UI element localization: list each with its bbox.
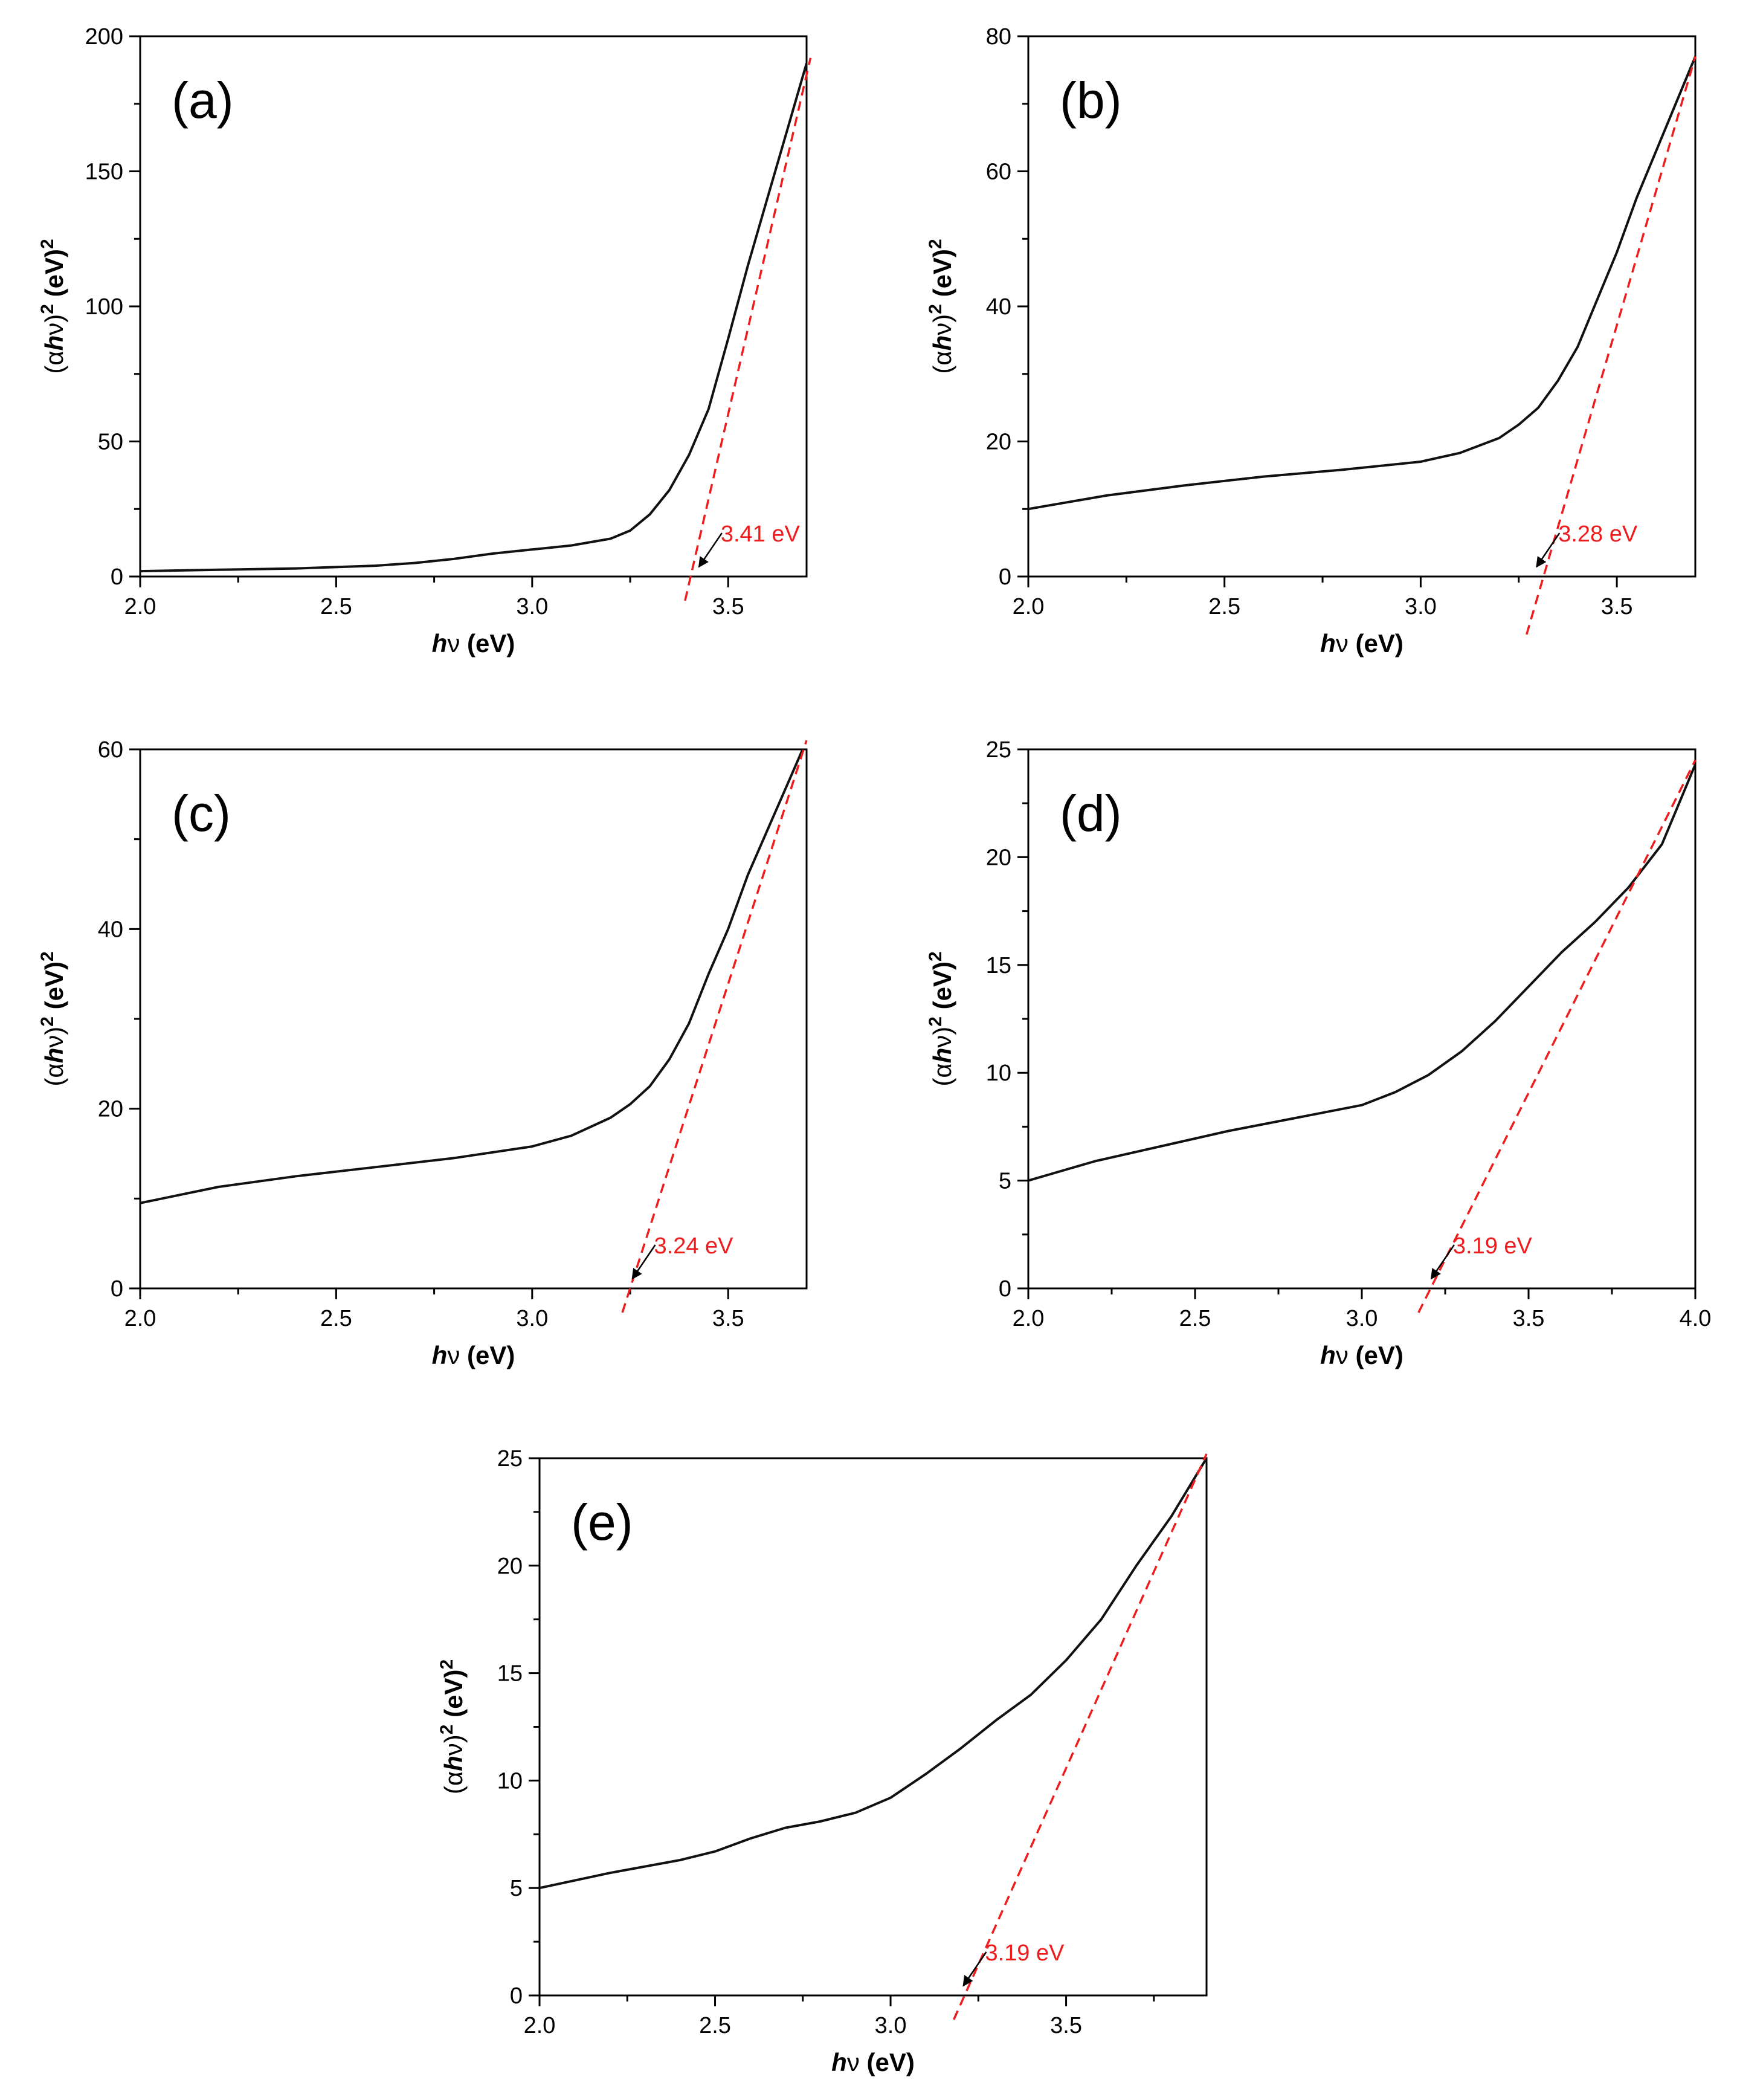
y-axis-title: (αhν)2 (eV)2 [437,1659,468,1794]
x-tick-label: 2.5 [699,2013,731,2038]
plot-frame [1027,748,1697,1290]
fit-line [953,1453,1208,2020]
annotation-arrow [698,532,723,568]
fit-line [1526,56,1697,635]
y-tick-label: 0 [111,564,123,590]
y-tick-label: 5 [510,1876,523,1901]
x-tick-label: 2.5 [320,1306,352,1331]
x-tick-label: 3.0 [516,594,548,619]
x-tick-label: 3.0 [1346,1306,1378,1331]
y-axis-title: (αhν)2 (eV)2 [37,951,68,1086]
plot-frame [139,748,808,1290]
x-axis-title: hν (eV) [432,629,515,657]
fit-line [621,740,808,1313]
chart-panel-4: 2.0 2.5 3.0 3.5 0 5 10 15 20 25 3.19 eV (e) hν (eV) (… [437,1446,1208,2076]
series-curve [1028,764,1695,1182]
y-tick-label: 0 [999,564,1011,590]
panel-label: (b) [1060,72,1122,129]
chart-panel-2: 2.0 2.5 3.0 3.5 0 20 40 60 3.24 eV (c) hν (eV) (αhν… [37,737,808,1369]
y-tick-label: 40 [98,917,123,942]
x-tick-label: 3.0 [1405,594,1437,619]
bandgap-annotation: 3.41 eV [721,522,801,547]
y-tick-label: 15 [497,1661,523,1687]
chart-panel-0: 2.0 2.5 3.0 3.5 0 50 100 150 200 3.41 eV (a) hν (eV… [37,24,812,657]
y-tick-label: 50 [98,430,123,455]
y-tick-label: 20 [497,1554,523,1579]
annotation-arrow [1536,532,1561,568]
y-tick-label: 100 [85,294,123,320]
series-curve [1028,56,1695,511]
fit-line [1417,760,1697,1313]
y-tick-label: 25 [497,1446,523,1472]
x-tick-label: 3.5 [1513,1306,1545,1331]
annotation-arrow [1430,1244,1455,1280]
y-axis-title: (αhν)2 (eV)2 [926,951,956,1086]
series-curve [140,63,807,573]
y-tick-label: 60 [98,737,123,763]
y-axis-title: (αhν)2 (eV)2 [37,239,68,373]
panel-label: (e) [571,1494,633,1551]
x-axis-title: hν (eV) [1320,629,1403,657]
x-tick-label: 3.5 [1601,594,1633,619]
panel-label: (a) [172,72,234,129]
x-tick-label: 4.0 [1680,1306,1712,1331]
plot-frame [139,35,808,578]
y-tick-label: 20 [986,845,1011,870]
x-tick-label: 3.0 [516,1306,548,1331]
y-tick-label: 20 [986,430,1011,455]
x-tick-label: 2.0 [124,1306,156,1331]
x-tick-label: 2.0 [1013,594,1045,619]
x-tick-label: 2.5 [1179,1306,1211,1331]
y-tick-label: 60 [986,160,1011,185]
x-axis-title: hν (eV) [831,2048,915,2076]
series-curve [140,749,804,1204]
annotation-arrow [962,1951,987,1987]
chart-panel-1: 2.0 2.5 3.0 3.5 0 20 40 60 80 3.28 eV (b) hν (eV) (α… [926,24,1697,657]
x-tick-label: 3.5 [1050,2013,1082,2038]
y-tick-label: 80 [986,24,1011,50]
y-tick-label: 20 [98,1097,123,1122]
x-axis-title: hν (eV) [432,1341,515,1369]
y-tick-label: 10 [986,1061,1011,1086]
x-tick-label: 3.5 [712,1306,744,1331]
y-tick-label: 5 [999,1169,1011,1194]
bandgap-annotation: 3.24 eV [654,1233,734,1259]
x-tick-label: 2.5 [1208,594,1240,619]
bandgap-annotation: 3.19 eV [1453,1233,1533,1259]
x-tick-label: 3.0 [875,2013,907,2038]
y-axis-title: (αhν)2 (eV)2 [926,239,956,373]
y-tick-label: 0 [999,1276,1011,1302]
x-tick-label: 2.0 [524,2013,556,2038]
x-tick-label: 3.5 [712,594,744,619]
bandgap-annotation: 3.28 eV [1558,522,1638,547]
chart-panel-3: 2.0 2.5 3.0 3.5 4.0 0 5 10 15 20 25 3.19 eV (d) hν (e… [926,737,1711,1369]
fit-line [684,57,812,601]
panel-label: (c) [172,785,231,842]
y-tick-label: 25 [986,737,1011,763]
x-tick-label: 2.0 [124,594,156,619]
y-tick-label: 0 [111,1276,123,1302]
y-tick-label: 15 [986,953,1011,978]
panel-label: (d) [1060,785,1122,842]
x-axis-title: hν (eV) [1320,1341,1403,1369]
y-tick-label: 200 [85,24,123,50]
plot-frame [538,1457,1208,1997]
annotation-arrow [631,1244,656,1280]
y-tick-label: 150 [85,160,123,185]
bandgap-annotation: 3.19 eV [985,1940,1065,1966]
series-curve [540,1458,1207,1890]
y-tick-label: 40 [986,294,1011,320]
y-tick-label: 10 [497,1768,523,1794]
x-tick-label: 2.5 [320,594,352,619]
y-tick-label: 0 [510,1983,523,2009]
x-tick-label: 2.0 [1013,1306,1045,1331]
